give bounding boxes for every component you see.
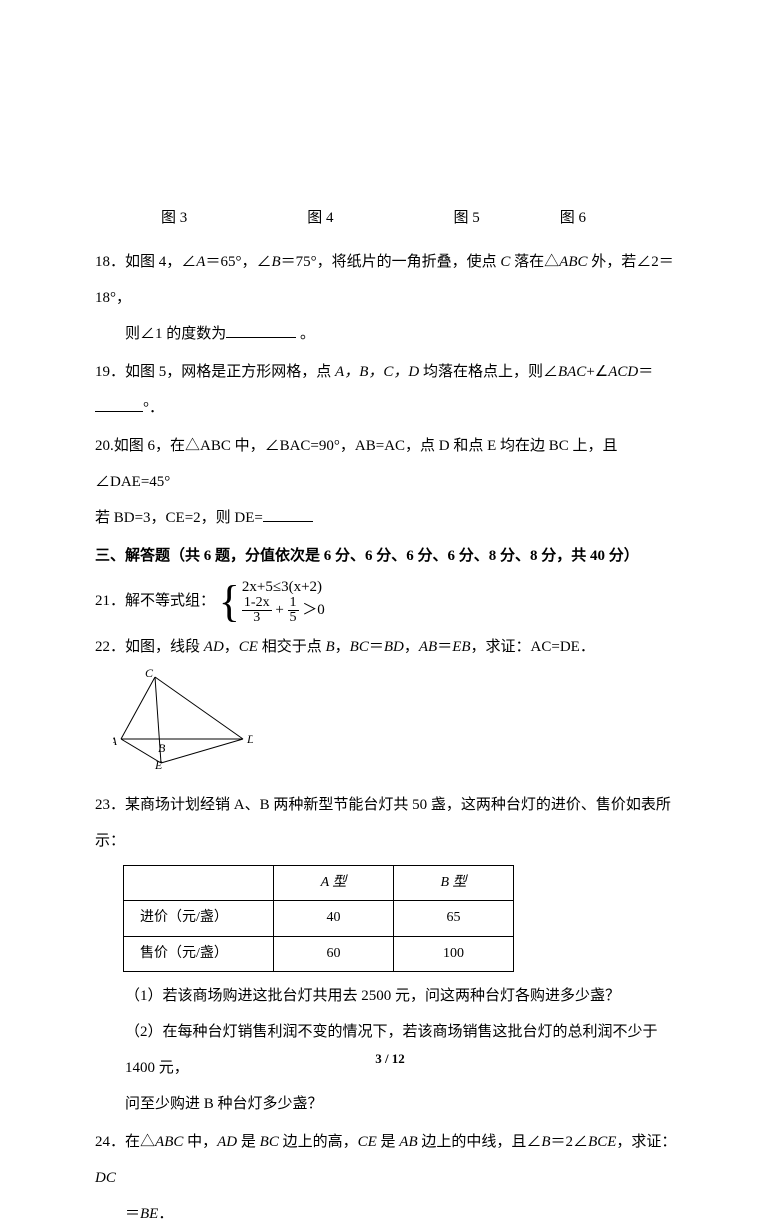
svg-text:A: A	[113, 734, 118, 748]
question-24: 24．在△ABC 中，AD 是 BC 边上的高，CE 是 AB 边上的中线，且∠…	[95, 1124, 685, 1232]
question-18: 18．如图 4，∠A＝65°，∠B＝75°，将纸片的一角折叠，使点 C 落在△A…	[95, 244, 685, 352]
svg-text:C: C	[145, 669, 154, 680]
q24-num: 24．	[95, 1134, 125, 1150]
q22-num: 22．	[95, 639, 125, 655]
q21-num: 21．	[95, 593, 125, 609]
q20-blank	[263, 506, 313, 523]
question-19: 19．如图 5，网格是正方形网格，点 A，B，C，D 均落在格点上，则∠BAC+…	[95, 354, 685, 426]
page-number: 3 / 12	[0, 1043, 780, 1074]
question-21: 21．解不等式组： { 2x+5≤3(x+2) 1-2x3 + 15 ＞0	[95, 578, 685, 625]
q18-blank	[226, 322, 296, 339]
fig3-label: 图 3	[161, 200, 187, 236]
lamp-table: A 型 B 型 进价（元/盏） 40 65 售价（元/盏） 60 100	[123, 865, 514, 972]
question-20: 20.如图 6，在△ABC 中，∠BAC=90°，AB=AC，点 D 和点 E …	[95, 428, 685, 536]
fig6-label: 图 6	[560, 200, 586, 236]
figure-labels-row: 图 3 图 4 图 5 图 6	[95, 200, 685, 236]
q23-num: 23．	[95, 797, 125, 813]
fig4-label: 图 4	[307, 200, 333, 236]
q19-num: 19．	[95, 364, 125, 380]
question-22: 22．如图，线段 AD，CE 相交于点 B，BC＝BD，AB＝EB，求证：AC=…	[95, 629, 685, 783]
svg-text:B: B	[158, 741, 166, 755]
svg-text:E: E	[154, 758, 163, 769]
section-3-header: 三、解答题（共 6 题，分值依次是 6 分、6 分、6 分、6 分、8 分、8 …	[95, 538, 685, 574]
q22-diagram: C A B D E	[113, 669, 685, 783]
svg-text:D: D	[246, 732, 253, 746]
q20-num: 20.	[95, 438, 114, 454]
fig5-label: 图 5	[454, 200, 480, 236]
q18-num: 18．	[95, 254, 125, 270]
inequality-system: { 2x+5≤3(x+2) 1-2x3 + 15 ＞0	[219, 578, 325, 625]
q19-blank	[95, 396, 143, 413]
